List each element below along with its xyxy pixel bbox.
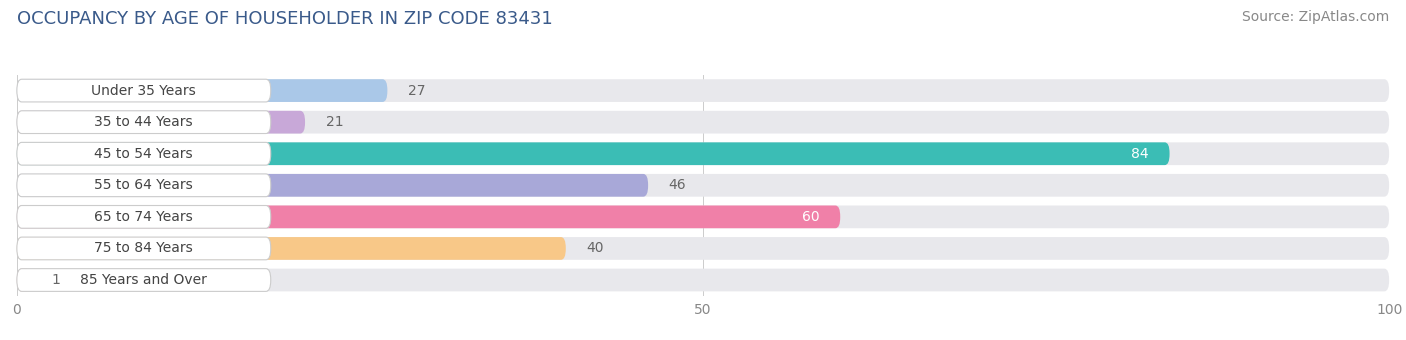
Text: 46: 46 [669, 178, 686, 192]
Text: 1: 1 [51, 273, 60, 287]
Text: 27: 27 [408, 84, 426, 98]
FancyBboxPatch shape [17, 269, 271, 291]
FancyBboxPatch shape [17, 269, 1389, 291]
FancyBboxPatch shape [17, 79, 388, 102]
FancyBboxPatch shape [17, 205, 1389, 228]
Text: Source: ZipAtlas.com: Source: ZipAtlas.com [1241, 10, 1389, 24]
FancyBboxPatch shape [17, 79, 271, 102]
Text: 84: 84 [1132, 147, 1149, 161]
Text: 40: 40 [586, 241, 603, 255]
FancyBboxPatch shape [17, 174, 648, 197]
FancyBboxPatch shape [17, 237, 565, 260]
FancyBboxPatch shape [17, 237, 1389, 260]
Text: 45 to 54 Years: 45 to 54 Years [94, 147, 193, 161]
Text: 85 Years and Over: 85 Years and Over [80, 273, 207, 287]
FancyBboxPatch shape [17, 142, 271, 165]
Text: 35 to 44 Years: 35 to 44 Years [94, 115, 193, 129]
FancyBboxPatch shape [17, 269, 31, 291]
Text: 75 to 84 Years: 75 to 84 Years [94, 241, 193, 255]
Text: 21: 21 [326, 115, 343, 129]
FancyBboxPatch shape [17, 111, 271, 134]
FancyBboxPatch shape [17, 142, 1170, 165]
FancyBboxPatch shape [17, 111, 1389, 134]
FancyBboxPatch shape [17, 174, 1389, 197]
FancyBboxPatch shape [17, 79, 1389, 102]
Text: Under 35 Years: Under 35 Years [91, 84, 197, 98]
Text: 65 to 74 Years: 65 to 74 Years [94, 210, 193, 224]
FancyBboxPatch shape [17, 237, 271, 260]
FancyBboxPatch shape [17, 174, 271, 197]
Text: OCCUPANCY BY AGE OF HOUSEHOLDER IN ZIP CODE 83431: OCCUPANCY BY AGE OF HOUSEHOLDER IN ZIP C… [17, 10, 553, 28]
FancyBboxPatch shape [17, 205, 271, 228]
Text: 55 to 64 Years: 55 to 64 Years [94, 178, 193, 192]
FancyBboxPatch shape [17, 205, 841, 228]
FancyBboxPatch shape [17, 142, 1389, 165]
Text: 60: 60 [801, 210, 820, 224]
FancyBboxPatch shape [17, 111, 305, 134]
